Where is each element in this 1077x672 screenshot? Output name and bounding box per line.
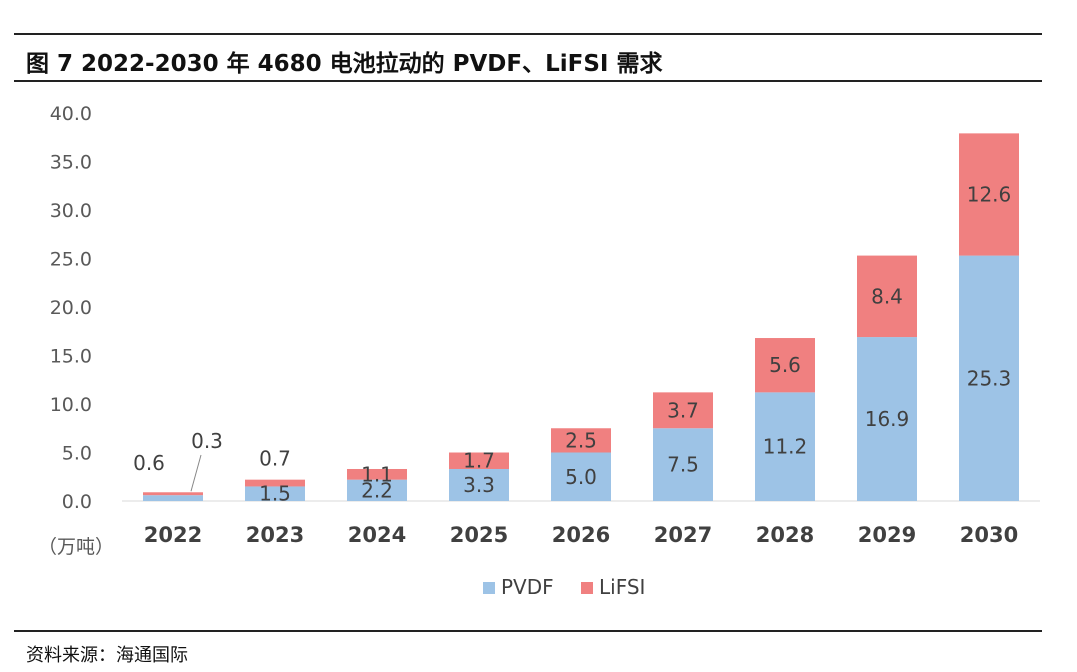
lifsi-bar-2030 xyxy=(959,133,1019,256)
pvdf-data-label: 11.2 xyxy=(763,435,808,459)
legend-label-lifsi: LiFSI xyxy=(599,575,645,599)
pvdf-bar-2027 xyxy=(653,428,713,501)
title-rule xyxy=(14,80,1042,82)
lifsi-bar-2023 xyxy=(245,479,305,487)
x-category-label: 2026 xyxy=(552,523,610,547)
x-category-label: 2023 xyxy=(246,523,304,547)
lifsi-data-label: 0.3 xyxy=(191,429,223,453)
y-tick-label: 30.0 xyxy=(50,200,92,222)
x-category-label: 2028 xyxy=(756,523,814,547)
figure-title: 图 7 2022-2030 年 4680 电池拉动的 PVDF、LiFSI 需求 xyxy=(26,51,663,77)
pvdf-bar-2025 xyxy=(449,468,509,501)
pvdf-bar-2028 xyxy=(755,392,815,501)
source-note: 资料来源：海通国际 xyxy=(26,645,188,666)
lifsi-bar-2029 xyxy=(857,255,917,338)
legend-swatch-pvdf xyxy=(483,582,495,594)
bottom-rule xyxy=(14,630,1042,632)
lifsi-data-label: 5.6 xyxy=(769,353,801,377)
y-tick-label: 25.0 xyxy=(50,249,92,271)
y-tick-label: 10.0 xyxy=(50,394,92,416)
x-category-label: 2025 xyxy=(450,523,508,547)
lifsi-data-label: 2.5 xyxy=(565,428,597,452)
lifsi-data-label: 1.1 xyxy=(361,462,393,486)
lifsi-data-label: 12.6 xyxy=(967,182,1012,206)
x-category-label: 2022 xyxy=(144,523,202,547)
lifsi-bar-2022 xyxy=(143,492,203,496)
pvdf-bar-2030 xyxy=(959,255,1019,501)
pvdf-data-label: 16.9 xyxy=(865,407,910,431)
unit-label: （万吨） xyxy=(38,536,114,558)
data-label-leader xyxy=(190,454,202,492)
lifsi-data-label: 0.7 xyxy=(259,447,291,471)
pvdf-data-label: 0.6 xyxy=(133,451,165,475)
x-category-label: 2024 xyxy=(348,523,406,547)
y-tick-label: 0.0 xyxy=(62,491,92,513)
pvdf-data-label: 25.3 xyxy=(967,366,1012,390)
lifsi-data-label: 3.7 xyxy=(667,398,699,422)
pvdf-data-label: 7.5 xyxy=(667,453,699,477)
lifsi-data-label: 1.7 xyxy=(463,449,495,473)
lifsi-bar-2024 xyxy=(347,468,407,480)
pvdf-data-label: 5.0 xyxy=(565,465,597,489)
lifsi-bar-2028 xyxy=(755,338,815,393)
y-tick-label: 20.0 xyxy=(50,297,92,319)
lifsi-bar-2026 xyxy=(551,428,611,453)
x-category-label: 2029 xyxy=(858,523,916,547)
top-rule xyxy=(14,33,1042,35)
legend-swatch-lifsi xyxy=(581,582,593,594)
legend-label-pvdf: PVDF xyxy=(501,575,554,599)
pvdf-bar-2026 xyxy=(551,452,611,501)
y-tick-label: 35.0 xyxy=(50,152,92,174)
pvdf-data-label: 1.5 xyxy=(259,482,291,506)
pvdf-bar-2022 xyxy=(143,495,203,501)
x-category-label: 2030 xyxy=(960,523,1018,547)
x-category-label: 2027 xyxy=(654,523,712,547)
y-tick-label: 15.0 xyxy=(50,346,92,368)
lifsi-data-label: 8.4 xyxy=(871,284,903,308)
pvdf-bar-2024 xyxy=(347,479,407,501)
pvdf-bar-2023 xyxy=(245,486,305,501)
lifsi-bar-2027 xyxy=(653,392,713,429)
pvdf-data-label: 3.3 xyxy=(463,473,495,497)
y-tick-label: 5.0 xyxy=(62,443,92,465)
lifsi-bar-2025 xyxy=(449,452,509,469)
pvdf-bar-2029 xyxy=(857,337,917,501)
y-tick-label: 40.0 xyxy=(50,103,92,125)
pvdf-data-label: 2.2 xyxy=(361,478,393,502)
